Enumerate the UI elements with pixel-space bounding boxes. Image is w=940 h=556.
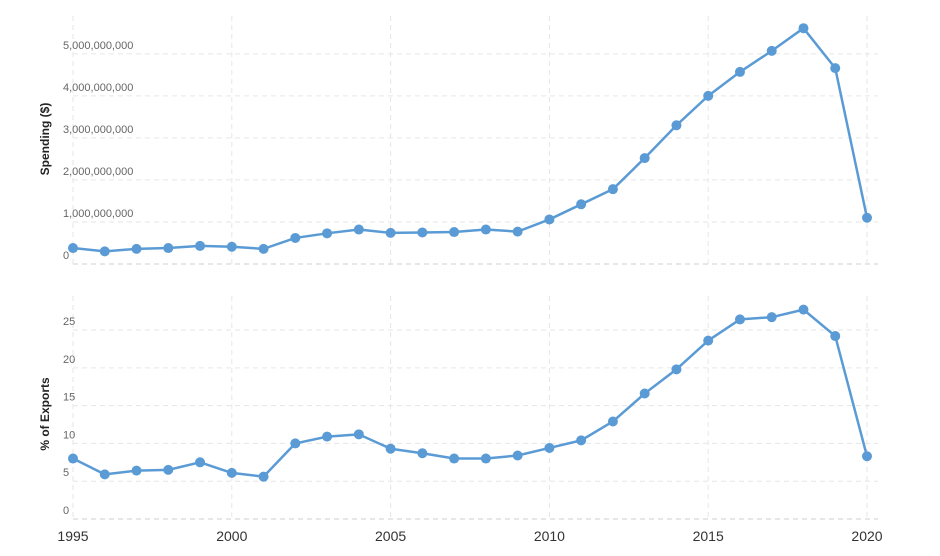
top-data-point[interactable]: [480, 224, 491, 235]
top-data-point[interactable]: [258, 243, 269, 254]
top-y-tick-label: 3,000,000,000: [63, 124, 133, 136]
bottom-data-point[interactable]: [226, 467, 237, 478]
bottom-data-point[interactable]: [512, 450, 523, 461]
bottom-data-point[interactable]: [544, 442, 555, 453]
bottom-data-point[interactable]: [68, 453, 78, 464]
x-tick-label: 2015: [693, 528, 724, 544]
bottom-panel-grid: [72, 296, 878, 520]
bottom-panel-series: [68, 304, 872, 482]
top-y-tick-label: 5,000,000,000: [63, 40, 133, 52]
top-y-tick-label: 4,000,000,000: [63, 82, 133, 94]
bottom-data-point[interactable]: [766, 312, 777, 323]
bottom-y-tick-label: 5: [63, 467, 69, 479]
bottom-data-point[interactable]: [862, 451, 872, 462]
x-tick-label: 2005: [375, 528, 406, 544]
bottom-data-point[interactable]: [385, 443, 396, 454]
bottom-data-point[interactable]: [163, 464, 174, 475]
top-data-point[interactable]: [353, 224, 364, 235]
bottom-data-point[interactable]: [671, 364, 682, 375]
bottom-y-tick-label: 0: [63, 505, 69, 517]
bottom-data-point[interactable]: [131, 465, 142, 476]
top-y-tick-label: 0: [63, 250, 69, 262]
top-data-point[interactable]: [449, 227, 460, 238]
top-y-tick-label: 2,000,000,000: [63, 166, 133, 178]
bottom-y-axis-label: % of Exports: [38, 377, 52, 451]
bottom-y-tick-label: 20: [63, 354, 75, 366]
top-data-point[interactable]: [385, 227, 396, 238]
top-data-point[interactable]: [226, 241, 237, 252]
bottom-data-point[interactable]: [734, 314, 745, 325]
bottom-data-point[interactable]: [798, 304, 809, 315]
top-data-point[interactable]: [830, 63, 841, 74]
bottom-data-point[interactable]: [449, 453, 460, 464]
top-data-point[interactable]: [607, 184, 618, 195]
bottom-data-point[interactable]: [703, 335, 714, 346]
top-data-point[interactable]: [99, 246, 110, 257]
bottom-y-tick-label: 15: [63, 392, 75, 404]
top-panel-series: [68, 23, 872, 257]
x-axis-ticks: 1995 2000 2005 2010 2015 2020: [57, 528, 882, 544]
top-data-point[interactable]: [703, 90, 714, 101]
x-tick-label: 1995: [57, 528, 88, 544]
top-y-tick-label: 1,000,000,000: [63, 208, 133, 220]
top-data-point[interactable]: [798, 23, 809, 34]
top-data-point[interactable]: [417, 227, 428, 238]
x-tick-label: 2010: [534, 528, 565, 544]
top-data-point[interactable]: [322, 228, 333, 239]
top-data-point[interactable]: [766, 45, 777, 56]
bottom-data-point[interactable]: [258, 471, 269, 482]
bottom-panel-y-ticks: 0 5 10 15 20 25: [63, 316, 75, 517]
bottom-data-point[interactable]: [195, 457, 206, 468]
top-data-point[interactable]: [576, 199, 587, 210]
bottom-series-line: [72, 308, 869, 478]
top-series-line: [72, 26, 869, 253]
bottom-data-point[interactable]: [417, 448, 428, 459]
top-data-point[interactable]: [639, 153, 650, 164]
top-data-point[interactable]: [734, 66, 745, 77]
top-panel-grid: [72, 16, 878, 265]
top-data-point[interactable]: [195, 240, 206, 251]
bottom-data-point[interactable]: [480, 453, 491, 464]
top-panel-y-ticks: 0 1,000,000,000 2,000,000,000 3,000,000,000…: [63, 40, 133, 262]
bottom-data-point[interactable]: [353, 429, 364, 440]
top-data-point[interactable]: [862, 212, 872, 223]
bottom-y-tick-label: 25: [63, 316, 75, 328]
bottom-data-point[interactable]: [607, 416, 618, 427]
bottom-data-point[interactable]: [322, 431, 333, 442]
bottom-data-point[interactable]: [99, 469, 110, 480]
top-data-point[interactable]: [68, 243, 78, 254]
bottom-data-point[interactable]: [576, 435, 587, 446]
top-data-point[interactable]: [512, 226, 523, 237]
bottom-data-point[interactable]: [639, 388, 650, 399]
top-data-point[interactable]: [544, 214, 555, 225]
top-data-point[interactable]: [131, 243, 142, 254]
top-data-point[interactable]: [671, 120, 682, 131]
top-data-point[interactable]: [290, 232, 301, 243]
x-tick-label: 2000: [216, 528, 247, 544]
bottom-data-point[interactable]: [830, 331, 841, 342]
top-y-axis-label: Spending ($): [38, 103, 52, 176]
top-data-point[interactable]: [163, 243, 174, 254]
bottom-y-tick-label: 10: [63, 429, 75, 441]
x-tick-label: 2020: [851, 528, 882, 544]
bottom-data-point[interactable]: [290, 438, 301, 449]
